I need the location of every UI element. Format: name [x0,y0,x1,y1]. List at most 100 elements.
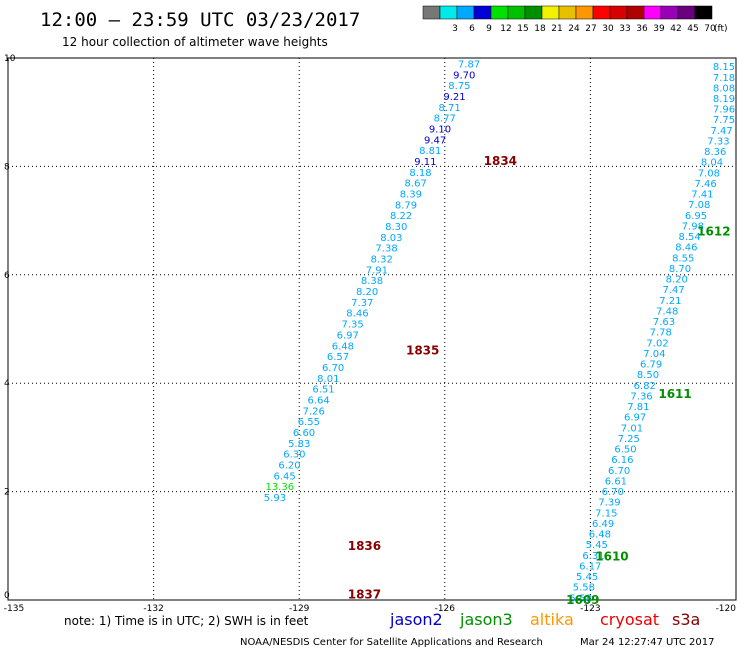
swh-point-label: 6.57 [327,352,349,363]
swh-point-label: 6.20 [278,461,300,472]
y-tick-label: 4 [4,379,10,389]
swh-point-label: 8.46 [346,309,368,320]
swh-point-label: 7.37 [351,298,373,309]
satellite-legend-item: jason3 [459,610,513,629]
pass-number-label: 1609 [566,593,599,607]
color-bin [558,5,577,20]
color-bin-label: 27 [585,24,596,34]
swh-point-label: 6.48 [589,530,611,541]
swh-point-label: 6.70 [608,466,630,477]
swh-point-label: 8.54 [678,232,700,243]
swh-point-label: 7.78 [650,328,672,339]
swh-point-label: 8.81 [419,146,441,157]
pass-number-label: 1611 [658,387,691,401]
swh-point-label: 7.01 [621,423,643,434]
x-tick-label: -126 [435,604,456,614]
color-bin-label: 36 [636,24,648,34]
pass-number-label: 1834 [484,154,517,168]
chart-subtitle: 12 hour collection of altimeter wave hei… [62,35,328,49]
color-bin [592,5,611,20]
swh-point-label: 6.16 [611,455,633,466]
swh-point-label: 8.18 [409,168,431,179]
color-bin [456,5,475,20]
swh-point-label: 7.91 [366,265,388,276]
swh-point-label: 6.48 [332,341,354,352]
swh-point-label: 7.15 [595,508,617,519]
swh-point-label: 8.77 [434,114,456,125]
color-bin [694,5,713,20]
color-bin [490,5,509,20]
swh-point-label: 8.50 [637,370,659,381]
swh-data-points-east: 8.157.188.088.197.967.757.477.338.368.04… [570,62,736,604]
swh-point-label: 5.93 [264,493,286,504]
swh-point-label: 7.81 [627,402,649,413]
swh-point-label: 7.63 [653,317,675,328]
grid-lines [7,57,737,601]
swh-point-label: 7.08 [688,200,710,211]
pass-number-label: 1836 [348,539,381,553]
swh-point-label: 9.21 [443,92,465,103]
swh-point-label: 8.03 [380,233,402,244]
swh-point-label: 6.70 [322,363,344,374]
color-bin-label: 30 [602,24,614,34]
swh-point-label: 6.31 [582,551,604,562]
swh-point-label: 13.36 [265,482,294,493]
swh-point-label: 8.36 [704,147,726,158]
plot-area: 0 2 4 6 8 10 -135 -132 -129 -126 -123 -120 7.879.7… [4,54,737,614]
color-bin-label: 6 [469,24,475,34]
satellite-legend: jason2 jason3 altika cryosat s3a [389,610,700,629]
swh-point-label: 8.19 [713,94,735,105]
swh-point-label: 5.83 [288,439,310,450]
color-bin [473,5,492,20]
swh-point-label: 5.58 [573,583,595,594]
swh-point-label: 8.38 [361,276,383,287]
color-bin [422,5,441,20]
swh-point-label: 6.51 [312,385,334,396]
swh-point-label: 6.50 [614,445,636,456]
swh-data-points: 7.879.708.759.218.718.779.109.478.819.11… [264,59,480,504]
color-bin-label: 12 [500,24,511,34]
swh-point-label: 7.87 [458,59,480,70]
color-bin [541,5,560,20]
swh-point-label: 9.10 [429,124,451,135]
swh-point-label: 7.25 [618,434,640,445]
swh-point-label: 7.04 [643,349,665,360]
footer-timestamp: Mar 24 12:27:47 UTC 2017 [580,637,715,648]
swh-point-label: 7.98 [682,221,704,232]
swh-point-label: 8.75 [448,81,470,92]
swh-point-label: 7.26 [303,406,325,417]
x-tick-label: -129 [289,604,310,614]
swh-point-label: 6.97 [624,413,646,424]
swh-point-label: 8.32 [371,255,393,266]
satellite-legend-item: cryosat [600,610,659,629]
swh-point-label: 7.18 [713,73,735,84]
swh-point-label: 5.58 [570,593,592,604]
x-tick-label: -132 [143,604,163,614]
swh-point-label: 7.08 [698,168,720,179]
pass-number-label: 1610 [595,550,628,564]
plot-border [7,57,737,601]
color-bin-label: 21 [551,24,562,34]
color-bin-label: 18 [534,24,546,34]
color-bin [507,5,526,20]
swh-point-label: 8.30 [385,222,407,233]
swh-point-label: 6.97 [337,330,359,341]
color-bin [609,5,628,20]
color-bin [643,5,662,20]
y-tick-label: 6 [4,271,10,281]
y-tick-label: 2 [4,488,10,498]
color-bin [660,5,679,20]
swh-point-label: 9.11 [414,157,436,168]
satellite-legend-item: altika [530,610,574,629]
color-bin-label: 15 [517,24,528,34]
swh-point-label: 8.55 [672,253,694,264]
swh-point-label: 8.15 [713,62,735,73]
swh-point-label: 7.75 [713,115,735,126]
color-bin-label: 39 [653,24,665,34]
swh-point-label: 7.36 [630,391,652,402]
pass-number-label: 1835 [406,344,439,358]
swh-point-label: 9.47 [424,135,446,146]
y-tick-label: 0 [4,591,10,601]
pass-number-label: 1837 [348,588,381,602]
